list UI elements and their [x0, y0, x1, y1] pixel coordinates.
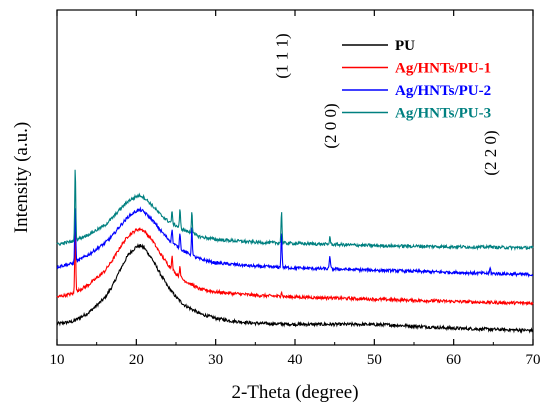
x-axis-title: 2-Theta (degree) [231, 382, 358, 403]
legend-label: Ag/HNTs/PU-1 [395, 61, 491, 77]
y-axis-title: Intensity (a.u.) [11, 122, 32, 233]
series-line-4 [56, 169, 534, 252]
peak-label: (2 2 0) [481, 130, 500, 175]
x-tick-label: 40 [288, 352, 303, 368]
peak-label: (2 0 0) [321, 103, 340, 148]
plot-area: 10 20 30 40 50 60 70 (1 1 1) (2 0 0) (2 2 0) PU A… [50, 9, 541, 368]
legend-label: Ag/HNTs/PU-2 [395, 83, 491, 99]
x-tick-label: 60 [446, 352, 461, 368]
legend-label: PU [395, 38, 415, 54]
x-tick-label: 10 [50, 352, 65, 368]
series-layer [56, 169, 534, 334]
x-tick-label: 70 [526, 352, 541, 368]
series-line-1 [56, 242, 534, 334]
peak-annotations: (1 1 1) (2 0 0) (2 2 0) [273, 33, 501, 175]
series-line-3 [56, 206, 534, 278]
x-tick-label: 20 [129, 352, 144, 368]
x-tick-label: 30 [208, 352, 223, 368]
x-tick-label: 50 [367, 352, 382, 368]
x-axis-ticks: 10 20 30 40 50 60 70 [50, 10, 541, 368]
series-line-2 [56, 227, 534, 307]
legend: PU Ag/HNTs/PU-1 Ag/HNTs/PU-2 Ag/HNTs/PU-3 [342, 38, 491, 122]
legend-label: Ag/HNTs/PU-3 [395, 106, 491, 122]
peak-label: (1 1 1) [273, 33, 292, 78]
